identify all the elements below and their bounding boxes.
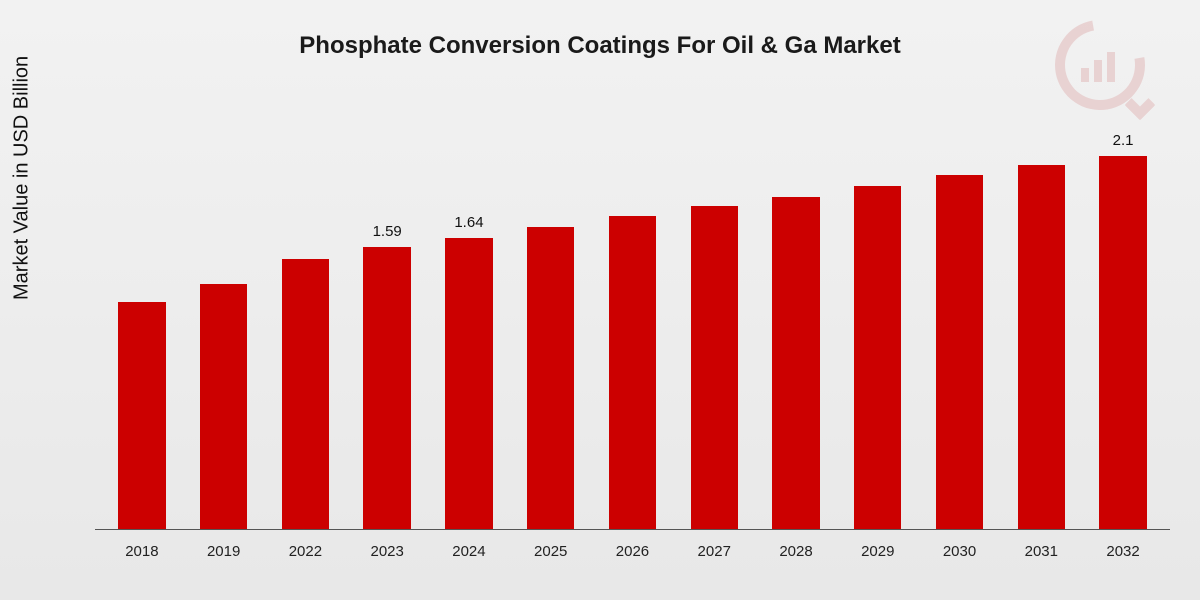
bar <box>854 186 901 530</box>
x-tick-label: 2029 <box>837 543 919 560</box>
bar-value-label: 1.64 <box>454 214 483 232</box>
y-axis-label: Market Value in USD Billion <box>11 56 34 300</box>
bar <box>1099 156 1146 530</box>
bar-slot <box>183 120 265 530</box>
x-tick-label: 2032 <box>1082 543 1164 560</box>
chart-title: Phosphate Conversion Coatings For Oil & … <box>0 32 1200 60</box>
x-tick-label: 2030 <box>919 543 1001 560</box>
bar <box>200 284 247 530</box>
x-axis-labels: 2018 2019 2022 2023 2024 2025 2026 2027 … <box>95 543 1170 560</box>
bar <box>445 238 492 530</box>
bar <box>772 197 819 530</box>
x-tick-label: 2024 <box>428 543 510 560</box>
bar <box>118 302 165 530</box>
bar <box>527 227 574 530</box>
bar <box>609 216 656 530</box>
x-tick-label: 2026 <box>592 543 674 560</box>
bar-slot <box>837 120 919 530</box>
x-tick-label: 2025 <box>510 543 592 560</box>
bar <box>691 206 738 530</box>
bar-slot: 2.1 <box>1082 120 1164 530</box>
x-tick-label: 2028 <box>755 543 837 560</box>
bar-slot <box>265 120 347 530</box>
bar-slot <box>510 120 592 530</box>
bar-value-label: 1.59 <box>373 223 402 241</box>
chart-canvas: Phosphate Conversion Coatings For Oil & … <box>0 0 1200 600</box>
bar-slot <box>919 120 1001 530</box>
x-tick-label: 2019 <box>183 543 265 560</box>
bar-slot: 1.59 <box>346 120 428 530</box>
brand-logo-watermark <box>1055 20 1145 110</box>
bar <box>1018 165 1065 530</box>
x-tick-label: 2031 <box>1000 543 1082 560</box>
bar <box>282 259 329 530</box>
x-tick-label: 2018 <box>101 543 183 560</box>
bar-value-label: 2.1 <box>1113 132 1134 150</box>
bar-slot: 1.64 <box>428 120 510 530</box>
x-tick-label: 2027 <box>673 543 755 560</box>
bar-slot <box>1000 120 1082 530</box>
plot-area: 1.59 1.64 <box>95 120 1170 530</box>
bar-slot <box>755 120 837 530</box>
bar <box>936 175 983 530</box>
bar-slot <box>101 120 183 530</box>
x-tick-label: 2022 <box>265 543 347 560</box>
bar-slot <box>673 120 755 530</box>
x-axis-line <box>95 529 1170 530</box>
bar <box>363 247 410 530</box>
bars-container: 1.59 1.64 <box>95 120 1170 530</box>
x-tick-label: 2023 <box>346 543 428 560</box>
bar-slot <box>592 120 674 530</box>
